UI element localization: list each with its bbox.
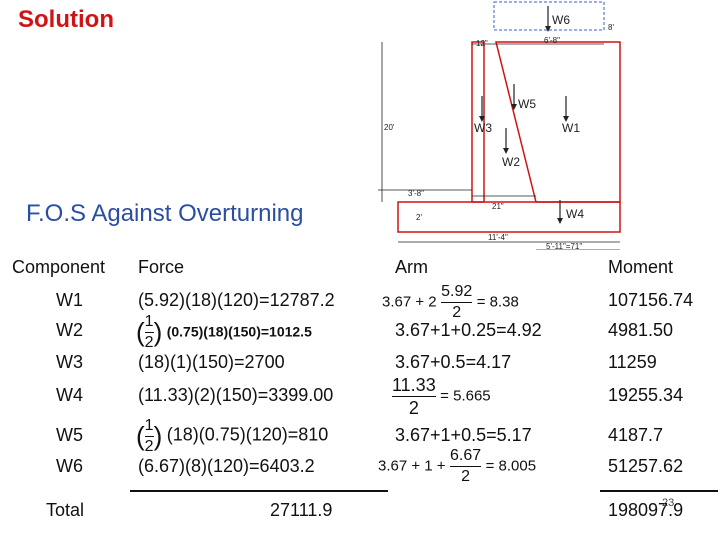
row-w3-force: (18)(1)(150)=2700 bbox=[138, 352, 285, 372]
row-w6-moment: 51257.62 bbox=[608, 456, 684, 476]
row-w6-arm: 3.67 + 1 + 6.67 2 = 8.005 bbox=[378, 447, 537, 485]
total-force: 27111.9 bbox=[270, 500, 333, 520]
header-component: Component bbox=[12, 257, 106, 277]
row-w3-moment: 11259 bbox=[608, 352, 657, 372]
force-total-rule bbox=[130, 490, 388, 492]
page-number: 23 bbox=[662, 497, 675, 509]
wall-base bbox=[397, 201, 621, 233]
label-w6: W6 bbox=[552, 13, 570, 27]
row-w3-component: W3 bbox=[56, 352, 83, 372]
dim-3ft8in: 3'-8" bbox=[408, 189, 424, 198]
header-arm: Arm bbox=[395, 257, 428, 277]
row-w2-force: (1 2) (0.75)(18)(150)=1012.5 bbox=[136, 313, 312, 351]
row-w1-force: (5.92)(18)(120)=12787.2 bbox=[138, 290, 335, 310]
dim-12in: 12" bbox=[476, 39, 488, 48]
label-w2: W2 bbox=[502, 155, 520, 169]
row-w2-arm: 3.67+1+0.25=4.92 bbox=[395, 320, 542, 340]
backfill-surcharge-outline bbox=[493, 1, 605, 31]
row-w1-component: W1 bbox=[56, 290, 83, 310]
row-w1-arm: 3.67 + 2 5.92 2 = 8.38 bbox=[382, 283, 519, 321]
dim-5ft11in: 5'-11"=71" bbox=[546, 242, 582, 250]
row-w5-moment: 4187.7 bbox=[608, 425, 664, 445]
row-w3-arm: 3.67+0.5=4.17 bbox=[395, 352, 512, 372]
row-w5-force: (1 2) (18)(0.75)(120)=810 bbox=[136, 417, 329, 455]
row-w4-arm: 11.33 2 = 5.665 bbox=[392, 375, 491, 418]
row-w5-arm: 3.67+1+0.5=5.17 bbox=[395, 425, 532, 445]
row-w2-moment: 4981.50 bbox=[608, 320, 674, 340]
dim-8ft: 8' bbox=[608, 23, 614, 32]
total-moment: 198097.9 bbox=[608, 500, 684, 520]
total-label: Total bbox=[46, 500, 85, 520]
dim-6ft8in: 6'-8" bbox=[544, 36, 560, 45]
label-w1: W1 bbox=[562, 121, 580, 135]
dim-21in: 21" bbox=[492, 202, 504, 211]
row-w5-component: W5 bbox=[56, 425, 83, 445]
row-w4-moment: 19255.34 bbox=[608, 385, 684, 405]
header-moment: Moment bbox=[608, 257, 674, 277]
row-w2-component: W2 bbox=[56, 320, 83, 340]
row-w4-component: W4 bbox=[56, 385, 83, 405]
dim-20ft: 20' bbox=[384, 123, 395, 132]
dim-2ft: 2' bbox=[416, 213, 422, 222]
label-w4: W4 bbox=[566, 207, 584, 221]
row-w1-moment: 107156.74 bbox=[608, 290, 694, 310]
header-force: Force bbox=[138, 257, 185, 277]
dim-11ft4in: 11'-4" bbox=[488, 233, 508, 242]
section-subtitle: F.O.S Against Overturning bbox=[26, 200, 304, 227]
page-title: Solution bbox=[18, 6, 114, 33]
row-w6-force: (6.67)(8)(120)=6403.2 bbox=[138, 456, 315, 476]
soil-wedge bbox=[495, 41, 621, 203]
row-w6-component: W6 bbox=[56, 456, 83, 476]
moment-total-rule bbox=[600, 490, 718, 492]
retaining-wall-diagram: W6 8' 12" 6'-8" W5 W3 W1 20' W2 3'-8" 21… bbox=[378, 1, 621, 250]
row-w4-force: (11.33)(2)(150)=3399.00 bbox=[138, 385, 334, 405]
label-w3: W3 bbox=[474, 121, 492, 135]
label-w5: W5 bbox=[518, 97, 536, 111]
